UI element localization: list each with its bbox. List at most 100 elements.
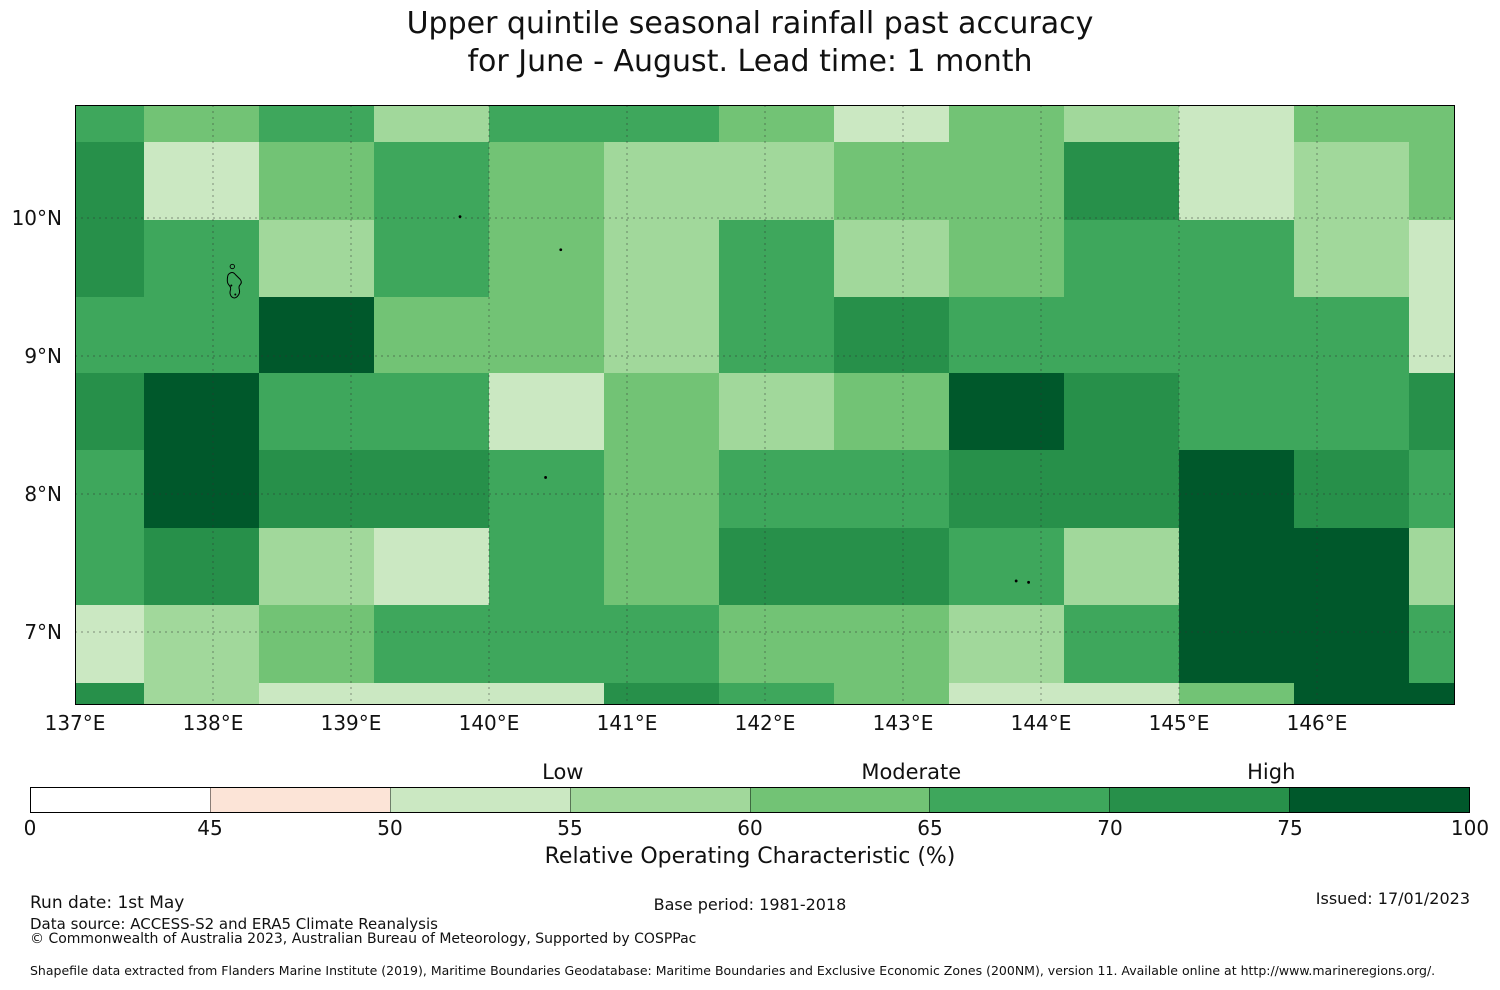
heatmap-cell — [603, 372, 720, 450]
heatmap-cell — [75, 105, 144, 142]
heatmap-cell — [75, 604, 144, 684]
heatmap-cell — [1409, 105, 1455, 142]
heatmap-cell — [75, 683, 144, 705]
heatmap-cell — [489, 683, 604, 705]
shapefile-footnote-text: Shapefile data extracted from Flanders M… — [30, 963, 1436, 978]
heatmap-area — [75, 105, 1455, 705]
heatmap-cell — [1293, 449, 1410, 528]
heatmap-cell — [948, 683, 1065, 705]
data-source-text: Data source: ACCESS-S2 and ERA5 Climate … — [30, 915, 438, 933]
x-tick-label: 141°E — [596, 711, 658, 735]
heatmap-cell — [1064, 683, 1179, 705]
heatmap-cell — [258, 449, 375, 528]
heatmap-cell — [374, 604, 489, 684]
heatmap-cell — [834, 296, 949, 373]
heatmap-cell — [834, 105, 949, 142]
heatmap-cell — [75, 219, 144, 297]
heatmap-cell — [603, 105, 720, 142]
heatmap-cell — [489, 105, 604, 142]
heatmap-cell — [1409, 296, 1455, 373]
heatmap-cell — [603, 141, 720, 220]
heatmap-cell — [1293, 219, 1410, 297]
heatmap-cell — [374, 105, 489, 142]
heatmap-cell — [144, 219, 259, 297]
heatmap-cell — [719, 683, 834, 705]
colorbar-tick-label: 75 — [1277, 816, 1303, 840]
map-border — [75, 105, 1455, 705]
x-tick-label: 142°E — [734, 711, 796, 735]
island-outline — [229, 263, 235, 270]
y-tick-label: 9°N — [24, 344, 62, 368]
x-tick-label: 140°E — [458, 711, 520, 735]
heatmap-cell — [834, 219, 949, 297]
heatmap-cell — [258, 604, 375, 684]
heatmap-cell — [258, 527, 375, 605]
heatmap-cell — [603, 527, 720, 605]
heatmap-cell — [144, 141, 259, 220]
colorbar-segment — [569, 788, 750, 812]
heatmap-cell — [719, 141, 834, 220]
heatmap-cell — [1409, 372, 1455, 450]
heatmap-cell — [1409, 219, 1455, 297]
colorbar-tick-label: 100 — [1450, 816, 1490, 840]
colorbar-segment — [31, 788, 210, 812]
heatmap-cell — [1293, 527, 1410, 605]
colorbar-tick-label: 60 — [737, 816, 763, 840]
colorbar-segment — [749, 788, 930, 812]
heatmap-cell — [75, 372, 144, 450]
heatmap-cell — [948, 372, 1065, 450]
y-tick-label: 7°N — [24, 620, 62, 644]
heatmap-cell — [719, 219, 834, 297]
heatmap-cell — [1064, 296, 1179, 373]
x-tick-label: 139°E — [320, 711, 382, 735]
heatmap-cell — [948, 219, 1065, 297]
island-dot — [230, 284, 233, 287]
heatmap-cell — [834, 683, 949, 705]
heatmap-cell — [1064, 449, 1179, 528]
heatmap-cell — [1293, 105, 1410, 142]
heatmap-cell — [489, 219, 604, 297]
heatmap-cell — [144, 527, 259, 605]
colorbar-tick-label: 0 — [23, 816, 37, 840]
y-tick-label: 10°N — [11, 206, 62, 231]
y-tick-label: 8°N — [24, 482, 62, 506]
heatmap-cell — [374, 527, 489, 605]
heatmap-cell — [258, 141, 375, 220]
colorbar-segment — [929, 788, 1110, 812]
heatmap-cell — [834, 604, 949, 684]
heatmap-cell — [1064, 372, 1179, 450]
island-dot — [559, 248, 563, 252]
heatmap-cell — [1293, 604, 1410, 684]
heatmap-cell — [948, 105, 1065, 142]
colorbar-category-label: High — [1247, 760, 1296, 784]
heatmap-cell — [603, 219, 720, 297]
heatmap-cell — [1179, 141, 1294, 220]
heatmap-cell — [75, 449, 144, 528]
heatmap-cell — [374, 141, 489, 220]
heatmap-cell — [1409, 449, 1455, 528]
heatmap-cell — [489, 449, 604, 528]
heatmap-cell — [489, 141, 604, 220]
heatmap-cell — [1064, 219, 1179, 297]
colorbar-tick-label: 50 — [377, 816, 403, 840]
heatmap-cell — [489, 604, 604, 684]
heatmap-cell — [144, 604, 259, 684]
heatmap-cell — [1179, 449, 1294, 528]
run-date-text: Run date: 1st May — [30, 893, 185, 913]
heatmap-cell — [948, 449, 1065, 528]
heatmap-cell — [719, 105, 834, 142]
heatmap-cell — [719, 527, 834, 605]
heatmap-cell — [603, 449, 720, 528]
heatmap-cell — [1179, 105, 1294, 142]
colorbar-tick-label: 55 — [557, 816, 583, 840]
heatmap-cell — [1064, 604, 1179, 684]
heatmap-cell — [948, 296, 1065, 373]
heatmap-cell — [489, 296, 604, 373]
heatmap-cell — [1179, 604, 1294, 684]
heatmap-cell — [1293, 372, 1410, 450]
heatmap-cell — [374, 449, 489, 528]
x-tick-label: 137°E — [44, 711, 106, 735]
x-tick-label: 146°E — [1286, 711, 1348, 735]
heatmap-cell — [1179, 527, 1294, 605]
